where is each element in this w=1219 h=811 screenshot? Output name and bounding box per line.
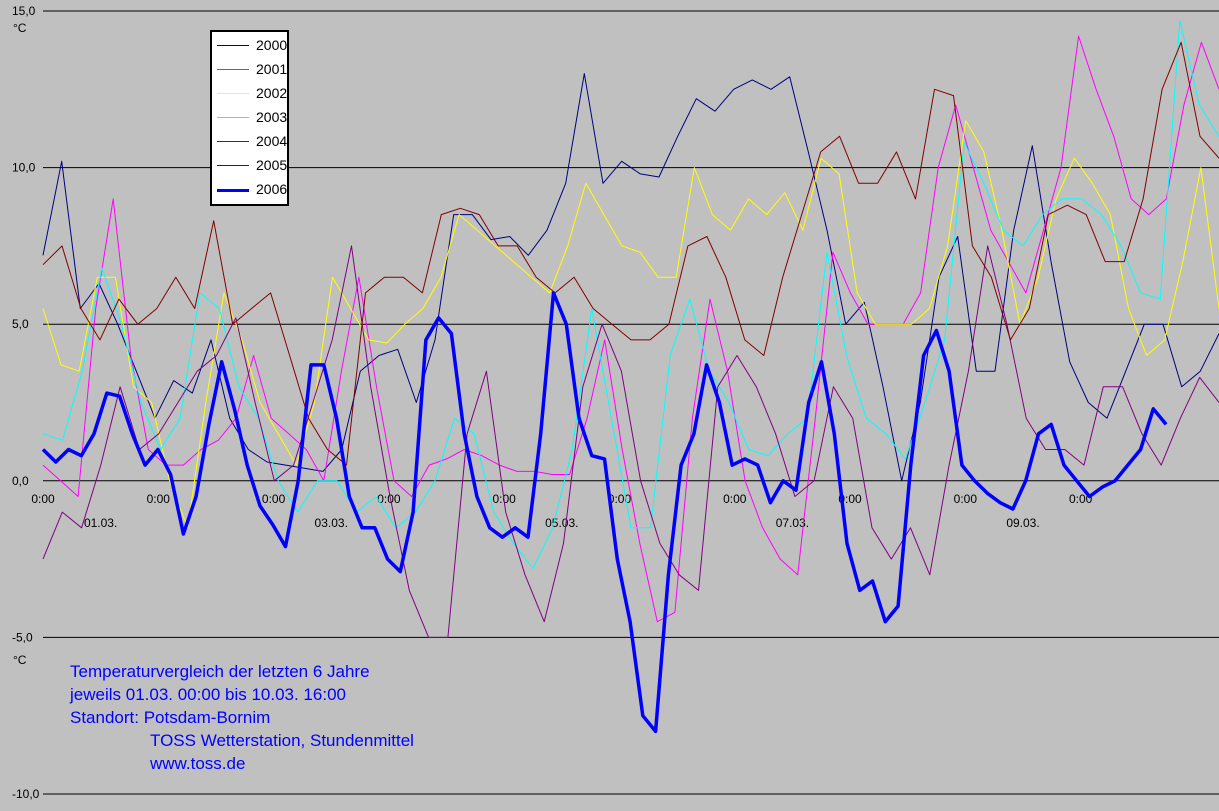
legend-swatch bbox=[217, 93, 249, 94]
legend-item-2001: 2001 bbox=[212, 58, 287, 82]
legend-swatch bbox=[217, 117, 249, 118]
series-line-2004 bbox=[42, 245, 1219, 638]
y-tick-label: 10,0 bbox=[12, 161, 36, 175]
x-date-label: 07.03. bbox=[776, 516, 809, 530]
info-period: jeweils 01.03. 00:00 bis 10.03. 16:00 bbox=[70, 685, 346, 704]
legend: 2000 2001 2002 2003 2004 2005 2006 bbox=[210, 30, 289, 206]
legend-label: 2005 bbox=[256, 157, 288, 173]
legend-label: 2000 bbox=[256, 37, 288, 53]
x-time-label: 0:00 bbox=[723, 492, 747, 506]
y-tick-label: -10,0 bbox=[12, 787, 40, 801]
legend-label: 2002 bbox=[256, 85, 288, 101]
x-time-label: 0:00 bbox=[377, 492, 401, 506]
legend-item-2006: 2006 bbox=[212, 178, 287, 202]
series-line-2001 bbox=[42, 35, 1219, 623]
x-date-label: 01.03. bbox=[84, 516, 117, 530]
chart-info-text: Temperaturvergleich der letzten 6 Jahre … bbox=[70, 660, 414, 775]
legend-label: 2004 bbox=[256, 133, 288, 149]
legend-item-2003: 2003 bbox=[212, 106, 287, 130]
x-time-label: 0:00 bbox=[954, 492, 978, 506]
legend-label: 2001 bbox=[256, 61, 288, 77]
legend-item-2002: 2002 bbox=[212, 82, 287, 106]
legend-swatch bbox=[217, 45, 249, 46]
x-date-label: 09.03. bbox=[1006, 516, 1039, 530]
y-tick-label: 5,0 bbox=[12, 317, 29, 331]
x-time-label: 0:00 bbox=[31, 492, 55, 506]
legend-label: 2003 bbox=[256, 109, 288, 125]
y-tick-label: -5,0 bbox=[12, 630, 33, 644]
series-line-2003 bbox=[42, 19, 1219, 569]
legend-label: 2006 bbox=[256, 181, 288, 197]
info-website: www.toss.de bbox=[150, 754, 246, 773]
legend-swatch bbox=[217, 141, 249, 142]
y-tick-label: 15,0 bbox=[12, 4, 36, 18]
legend-swatch bbox=[217, 69, 249, 70]
x-time-label: 0:00 bbox=[147, 492, 171, 506]
legend-item-2000: 2000 bbox=[212, 34, 287, 58]
series-line-2005 bbox=[42, 41, 1219, 466]
y-tick-label: 0,0 bbox=[12, 474, 29, 488]
x-time-label: 0:00 bbox=[262, 492, 286, 506]
legend-item-2004: 2004 bbox=[212, 130, 287, 154]
legend-item-2005: 2005 bbox=[212, 154, 287, 178]
info-title: Temperaturvergleich der letzten 6 Jahre bbox=[70, 662, 370, 681]
legend-swatch bbox=[217, 189, 249, 192]
legend-swatch bbox=[217, 165, 249, 166]
info-location: Standort: Potsdam-Bornim bbox=[70, 708, 271, 727]
x-date-label: 05.03. bbox=[545, 516, 578, 530]
x-date-label: 03.03. bbox=[315, 516, 348, 530]
info-station: TOSS Wetterstation, Stundenmittel bbox=[150, 731, 414, 750]
y-unit-label-bottom: °C bbox=[13, 653, 27, 667]
y-unit-label-top: °C bbox=[13, 21, 27, 35]
series-line-2006 bbox=[41, 291, 1168, 734]
x-time-label: 0:00 bbox=[838, 492, 862, 506]
